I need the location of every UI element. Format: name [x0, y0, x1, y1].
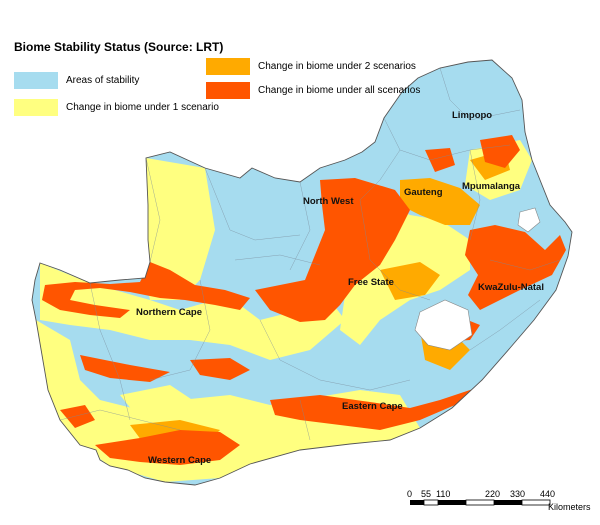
label-western-cape: Western Cape	[148, 455, 212, 466]
legend-title: Biome Stability Status (Source: LRT)	[14, 40, 224, 54]
legend-label: Change in biome under all scenarios	[258, 85, 421, 96]
legend-swatch	[14, 72, 58, 89]
lesotho-area	[414, 299, 473, 351]
label-northern-cape: Northern Cape	[136, 307, 202, 318]
legend-item-stability: Areas of stability	[14, 72, 139, 89]
scale-tick-0: 0	[407, 489, 413, 499]
scale-tick-55: 55	[421, 489, 432, 499]
legend-swatch	[206, 82, 250, 99]
label-limpopo: Limpopo	[452, 110, 493, 121]
legend-swatch	[14, 99, 58, 116]
legend-label: Areas of stability	[66, 75, 140, 86]
label-north-west: North West	[303, 196, 354, 207]
scale-tick-330: 330	[510, 489, 526, 499]
scale-unit: Kilometers	[548, 502, 591, 512]
legend-label: Change in biome under 1 scenario	[66, 102, 219, 113]
legend-item-1-scenario: Change in biome under 1 scenario	[14, 99, 219, 116]
label-free-state: Free State	[348, 277, 394, 288]
legend-item-2-scenarios: Change in biome under 2 scenarios	[206, 58, 416, 75]
label-eastern-cape: Eastern Cape	[342, 401, 403, 412]
legend-item-all-scenarios: Change in biome under all scenarios	[206, 82, 420, 99]
eswatini-area	[517, 207, 541, 233]
scale-tick-110: 110	[436, 489, 451, 499]
label-kwazulu-natal: KwaZulu-Natal	[478, 282, 544, 293]
legend-label: Change in biome under 2 scenarios	[258, 61, 416, 72]
label-mpumalanga: Mpumalanga	[462, 181, 521, 192]
legend-swatch	[206, 58, 250, 75]
scale-bar	[410, 499, 551, 506]
scale-tick-440: 440	[540, 489, 556, 499]
label-gauteng: Gauteng	[404, 187, 443, 198]
district-boundaries	[59, 67, 561, 441]
scale-tick-220: 220	[485, 489, 501, 499]
